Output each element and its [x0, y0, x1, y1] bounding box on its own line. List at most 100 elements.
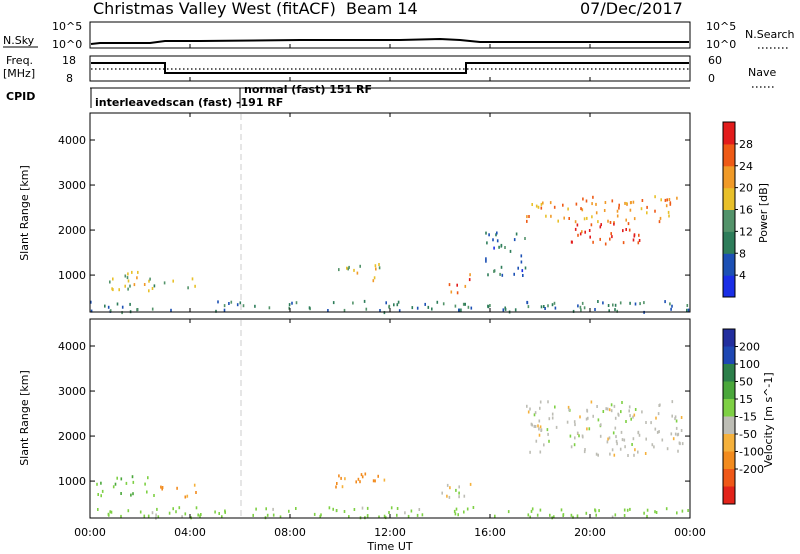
power-cell: [374, 264, 377, 268]
velocity-cell: [529, 407, 531, 411]
x-tick-label: 12:00: [374, 526, 406, 539]
power-cell: [524, 237, 526, 240]
velocity-cell: [634, 448, 636, 452]
velocity-cell: [130, 493, 132, 497]
velocity-cell: [633, 413, 636, 417]
power-cell: [492, 238, 494, 242]
cpid-mode-1: interleavedscan (fast) -191 RF: [95, 96, 283, 109]
velocity-cell: [96, 482, 98, 486]
power-cell: [129, 284, 131, 288]
velocity-cell: [214, 510, 216, 514]
power-cell: [393, 303, 395, 307]
velocity-cell: [139, 510, 142, 514]
x-tick-label: 04:00: [174, 526, 206, 539]
velocity-cell: [605, 407, 607, 411]
power-cell: [582, 197, 584, 201]
power-cell: [436, 300, 439, 304]
velocity-cell: [551, 416, 554, 420]
nsearch-label: N.Search: [745, 28, 795, 41]
power-cbar-tick-label: 16: [739, 204, 753, 217]
power-cell: [664, 198, 667, 202]
velocity-cell: [534, 425, 537, 428]
velocity-cell: [614, 416, 617, 420]
velocity-cell: [146, 490, 148, 494]
velocity-cell: [681, 442, 684, 446]
velocity-cell: [272, 513, 275, 517]
power-cell: [638, 239, 641, 242]
velocity-cell: [529, 450, 531, 454]
velocity-cell: [132, 480, 135, 484]
power-cbar-segment: [723, 187, 735, 210]
velocity-cell: [661, 438, 664, 442]
power-cell: [545, 214, 547, 218]
power-cell: [456, 283, 458, 287]
velocity-cell: [562, 514, 564, 517]
velocity-cell: [674, 417, 676, 421]
velocity-cell: [548, 439, 550, 443]
power-cell: [568, 217, 570, 220]
velocity-cell: [547, 400, 549, 404]
velocity-cell: [576, 431, 579, 435]
power-cell: [607, 219, 609, 223]
velocity-cell: [446, 483, 449, 487]
freq-tick-bottom: 8: [66, 72, 73, 85]
velocity-cell: [181, 515, 183, 519]
power-cell: [563, 216, 565, 220]
velocity-cell: [572, 515, 574, 519]
power-ytick-label: 2000: [58, 224, 86, 237]
power-cell: [588, 229, 591, 232]
velocity-cell: [221, 515, 223, 519]
power-cell: [634, 302, 637, 306]
power-cbar-tick-label: 24: [739, 160, 753, 173]
velocity-cell: [168, 511, 171, 515]
x-tick-label: 20:00: [574, 526, 606, 539]
velocity-cell: [364, 472, 367, 476]
power-cell: [398, 309, 401, 313]
power-cell: [522, 274, 524, 277]
power-cell: [633, 217, 636, 221]
power-cell: [614, 308, 616, 312]
velocity-ytick-label: 1000: [58, 475, 86, 488]
velocity-cell: [645, 421, 647, 424]
velocity-cell: [646, 508, 649, 512]
power-cbar-segment: [723, 122, 735, 145]
velocity-cell: [666, 447, 669, 451]
velocity-cell: [224, 509, 226, 513]
velocity-cell: [151, 511, 154, 515]
power-cell: [553, 205, 556, 209]
power-cell: [124, 274, 127, 278]
velocity-cell: [543, 443, 545, 447]
power-cell: [581, 230, 583, 234]
velocity-cell: [646, 514, 648, 518]
velocity-cell: [637, 430, 640, 434]
power-cbar-segment: [723, 275, 735, 298]
velocity-cell: [172, 507, 174, 511]
velocity-cell: [534, 411, 537, 415]
power-cell: [562, 203, 564, 207]
power-cell: [572, 309, 575, 313]
velocity-cell: [407, 514, 410, 518]
date-label: 07/Dec/2017: [580, 0, 683, 18]
velocity-cell: [453, 509, 456, 513]
velocity-cell: [623, 438, 626, 442]
power-cell: [592, 195, 594, 199]
velocity-cell: [671, 400, 674, 404]
power-cell: [495, 233, 497, 237]
velocity-cell: [628, 405, 631, 409]
power-cell: [669, 201, 672, 205]
power-cell: [308, 306, 311, 310]
power-cell: [485, 259, 487, 263]
velocity-cell: [341, 485, 344, 489]
velocity-cell: [100, 494, 102, 498]
power-cell: [668, 214, 670, 218]
velocity-cell: [97, 508, 99, 511]
velocity-cell: [555, 425, 558, 429]
power-cell: [448, 283, 451, 287]
power-cell: [668, 198, 671, 201]
velocity-cbar-tick-label: -15: [739, 411, 757, 424]
power-cell: [632, 200, 635, 204]
velocity-cell: [396, 507, 399, 510]
velocity-cell: [617, 412, 619, 416]
velocity-cbar-segment: [723, 381, 735, 400]
